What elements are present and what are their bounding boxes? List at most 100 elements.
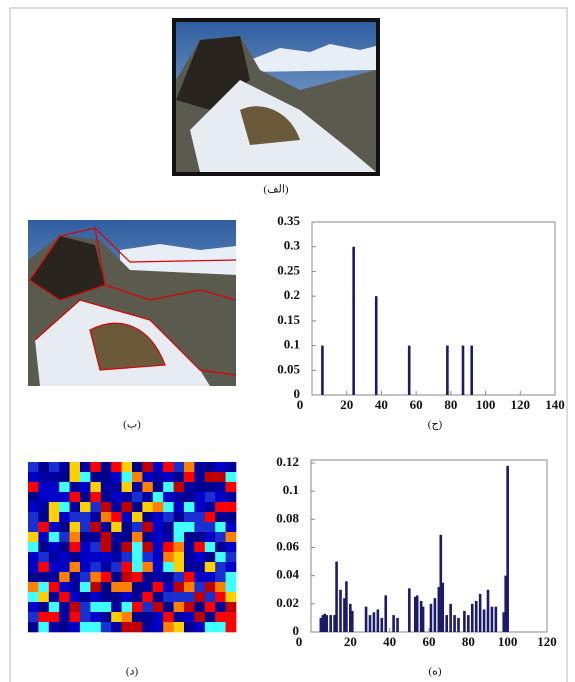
heat-cell — [100, 472, 112, 483]
heat-cell — [142, 552, 154, 563]
bar — [374, 296, 378, 395]
heat-cell — [225, 512, 237, 523]
heat-cell — [132, 542, 143, 553]
heat-cell — [90, 552, 102, 563]
heat-cell — [142, 602, 154, 613]
heat-cell — [152, 582, 164, 593]
heat-cell — [80, 492, 91, 503]
x-tick-label: 0 — [296, 634, 303, 649]
heat-cell — [204, 522, 216, 533]
heat-cell — [163, 512, 174, 523]
heat-cell — [48, 612, 60, 623]
heat-cell — [80, 562, 91, 573]
heat-cell — [90, 572, 102, 583]
heat-cell — [69, 612, 81, 623]
heat-cell — [69, 512, 81, 523]
heat-cell — [142, 462, 154, 473]
heat-cell — [100, 532, 112, 543]
heat-cell — [80, 582, 91, 593]
heat-cell — [111, 542, 122, 553]
heat-cell — [111, 532, 122, 543]
x-tick-label: 140 — [545, 397, 565, 412]
heat-cell — [38, 542, 50, 553]
heat-cell — [152, 462, 164, 473]
y-tick-label: 0 — [294, 386, 301, 401]
heat-cell — [121, 472, 133, 483]
y-tick-label: 0 — [293, 623, 300, 638]
heat-cell — [204, 462, 216, 473]
heat-cell — [69, 572, 81, 583]
heat-cell — [69, 542, 81, 553]
heat-cell — [163, 462, 174, 473]
heat-cell — [132, 592, 143, 603]
heat-cell — [132, 482, 143, 493]
heat-cell — [215, 582, 226, 593]
heat-cell — [152, 532, 164, 543]
heat-cell — [90, 462, 102, 473]
heat-cell — [215, 532, 226, 543]
heat-cell — [121, 492, 133, 503]
heat-cell — [59, 622, 70, 633]
heat-cell — [38, 512, 50, 523]
heat-cell — [194, 612, 206, 623]
caption: (الف) — [263, 184, 288, 196]
heat-cell — [142, 472, 154, 483]
heat-cell — [194, 482, 206, 493]
heat-cell — [142, 612, 154, 623]
heat-cell — [152, 502, 164, 513]
heat-cell — [225, 572, 237, 583]
heat-cell — [173, 612, 185, 623]
y-tick-label: 0.1 — [284, 337, 300, 352]
heat-cell — [48, 622, 60, 633]
heat-cell — [90, 622, 102, 633]
heat-cell — [69, 552, 81, 563]
heat-cell — [100, 552, 112, 563]
heat-cell — [90, 582, 102, 593]
heat-cell — [59, 512, 70, 523]
heat-cell — [100, 542, 112, 553]
heat-cell — [90, 612, 102, 623]
heat-cell — [152, 522, 164, 533]
heat-cell — [194, 492, 206, 503]
heat-cell — [69, 622, 81, 633]
heat-cell — [163, 602, 174, 613]
heat-cell — [48, 472, 60, 483]
heat-cell — [48, 502, 60, 513]
heat-cell — [225, 542, 237, 553]
heat-cell — [184, 542, 195, 553]
heat-cell — [69, 462, 81, 473]
heat-cell — [38, 552, 50, 563]
heat-cell — [132, 462, 143, 473]
heat-cell — [184, 482, 195, 493]
heat-cell — [38, 502, 50, 513]
heat-cell — [100, 572, 112, 583]
heat-cell — [184, 552, 195, 563]
heat-cell — [69, 562, 81, 573]
heat-cell — [80, 522, 91, 533]
heat-cell — [184, 602, 195, 613]
heat-cell — [38, 582, 50, 593]
heat-cell — [59, 492, 70, 503]
heat-cell — [152, 482, 164, 493]
heat-cell — [132, 492, 143, 503]
heat-cell — [69, 602, 81, 613]
heat-cell — [204, 592, 216, 603]
caption: (ج) — [428, 419, 443, 431]
heat-cell — [173, 462, 185, 473]
heat-cell — [184, 582, 195, 593]
x-tick-label: 60 — [410, 397, 423, 412]
heat-cell — [152, 612, 164, 623]
heat-cell — [80, 572, 91, 583]
heat-cell — [90, 492, 102, 503]
heat-cell — [90, 602, 102, 613]
heat-cell — [80, 592, 91, 603]
x-tick-label: 60 — [423, 634, 436, 649]
bar — [335, 561, 338, 632]
heat-cell — [215, 552, 226, 563]
heat-cell — [173, 552, 185, 563]
heat-cell — [142, 542, 154, 553]
heat-cell — [111, 482, 122, 493]
heat-cell — [111, 582, 122, 593]
heat-cell — [59, 562, 70, 573]
heat-cell — [28, 522, 39, 533]
